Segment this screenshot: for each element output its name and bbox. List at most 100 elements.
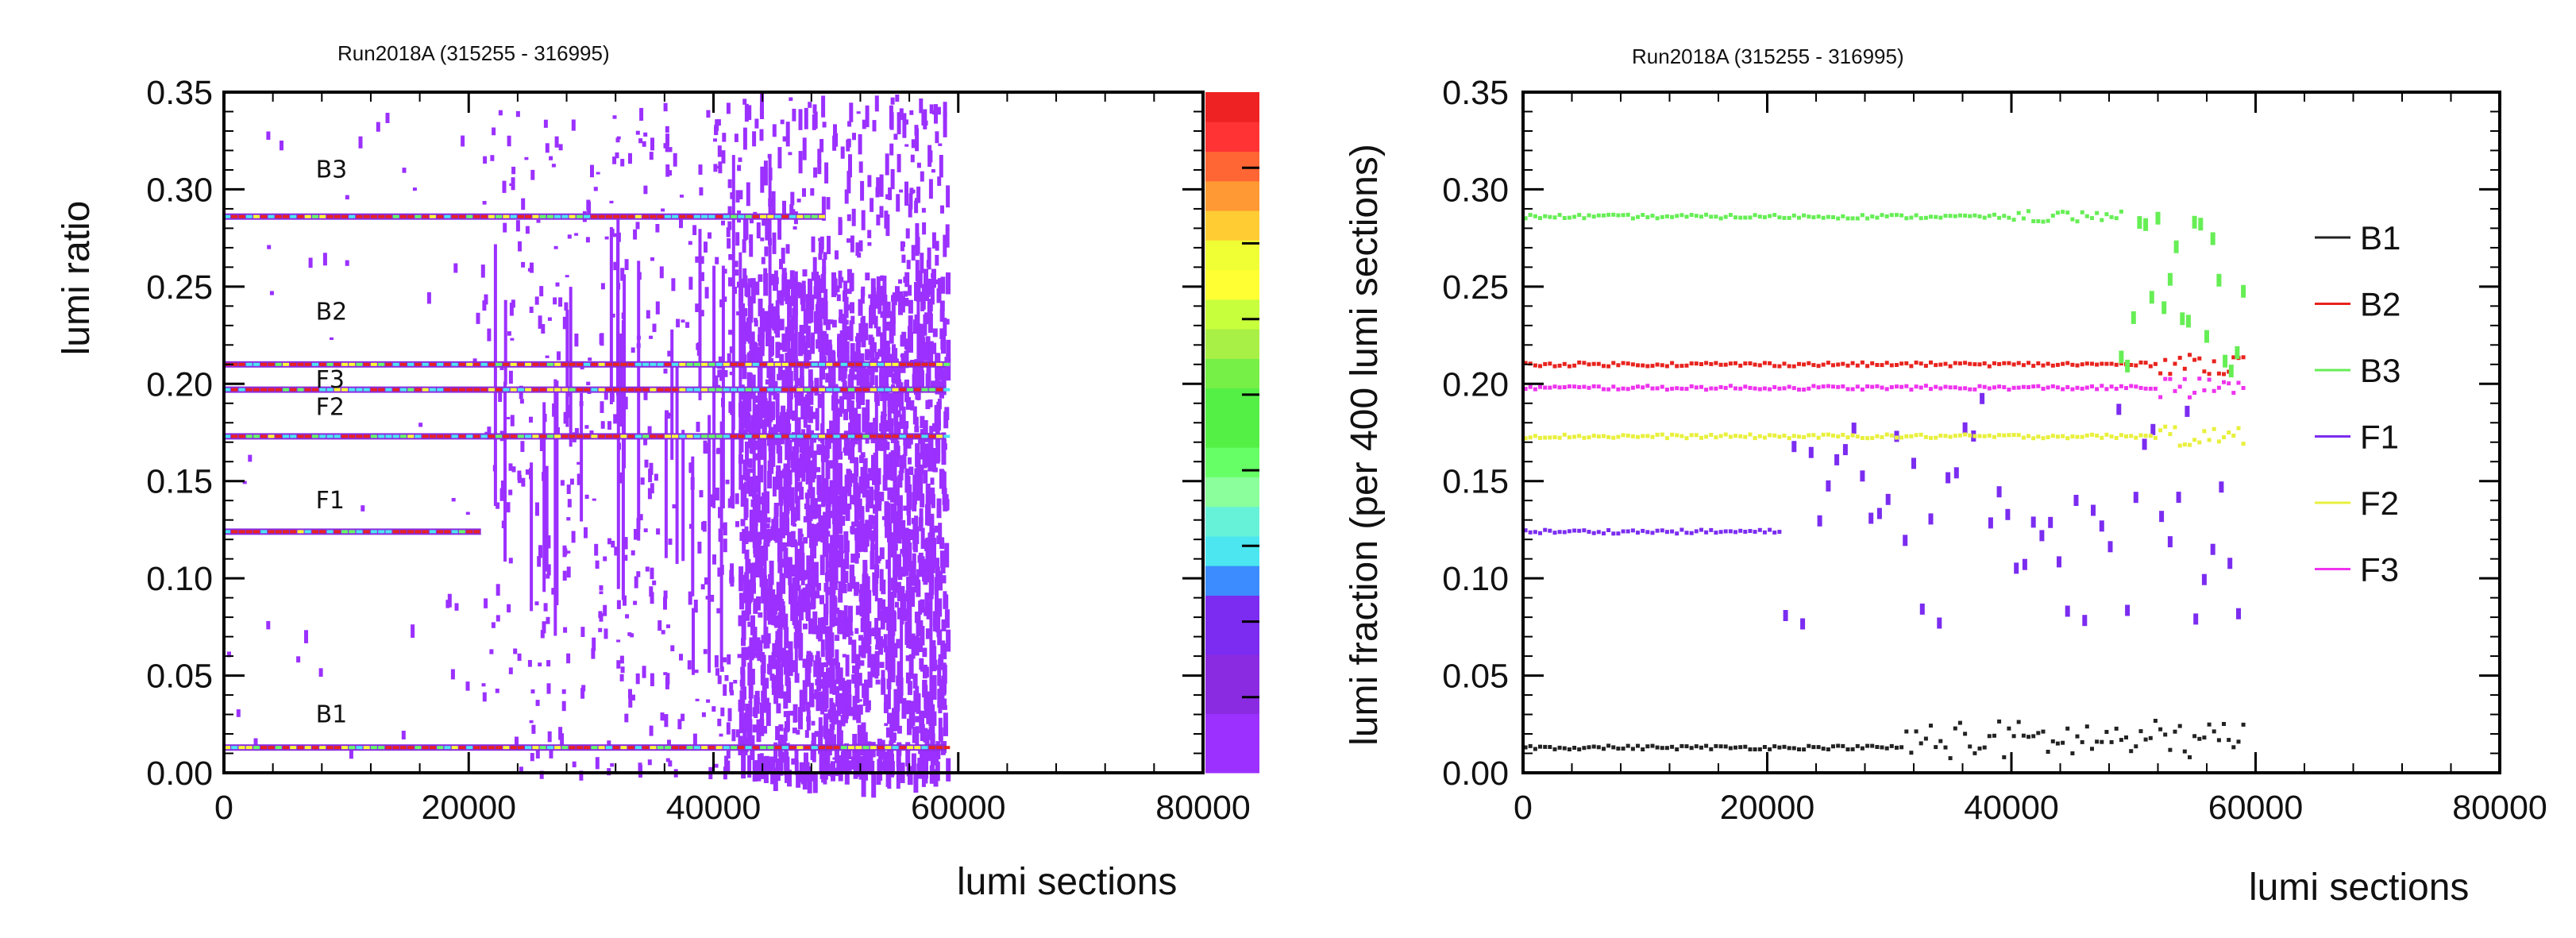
heatmap-cell <box>946 272 951 295</box>
heatmap-cell <box>604 628 608 639</box>
heatmap-cell <box>904 569 909 577</box>
data-point <box>1625 743 1630 748</box>
heatmap-cell <box>546 616 550 624</box>
heatmap-band-cell <box>297 388 304 392</box>
heatmap-band-cell <box>451 746 458 750</box>
heatmap-cell <box>746 731 751 749</box>
series-F1 <box>1523 392 2241 630</box>
data-point <box>1699 745 1703 750</box>
heatmap-cell <box>567 499 572 508</box>
band-label: F2 <box>316 394 345 422</box>
heatmap-cell <box>869 304 874 325</box>
heatmap-cell <box>885 762 891 787</box>
heatmap-band-cell <box>738 388 745 392</box>
heatmap-cell <box>770 401 775 420</box>
heatmap-cell <box>595 757 600 770</box>
heatmap-cell <box>530 169 535 180</box>
heatmap-band-cell <box>437 530 444 534</box>
heatmap-cell <box>941 432 947 454</box>
heatmap-cell <box>906 700 912 715</box>
data-point <box>2036 434 2041 439</box>
data-point <box>2031 384 2036 389</box>
heatmap-cell <box>729 569 734 584</box>
data-point <box>2109 384 2114 389</box>
heatmap-cell <box>894 445 900 457</box>
data-point <box>1899 213 1904 218</box>
heatmap-band-cell <box>245 388 253 392</box>
heatmap-cell <box>804 437 809 451</box>
heatmap-cell <box>788 371 793 392</box>
data-point <box>1552 747 1557 751</box>
data-point <box>1748 432 1753 437</box>
data-point <box>2100 384 2104 388</box>
data-point <box>1836 384 1841 389</box>
heatmap-cell <box>911 518 916 524</box>
heatmap-cell <box>918 620 924 631</box>
heatmap-cell <box>778 724 784 731</box>
heatmap-cell <box>584 527 588 538</box>
heatmap-streak <box>493 244 497 507</box>
heatmap-cell <box>821 95 826 118</box>
legend-label-B2: B2 <box>2360 286 2401 323</box>
colorbar-segment <box>1205 743 1259 774</box>
heatmap-cell <box>887 487 892 500</box>
data-point <box>2241 284 2246 298</box>
heatmap-cell <box>930 477 935 485</box>
data-point <box>1982 745 1987 750</box>
heatmap-band-cell <box>407 434 415 438</box>
heatmap-cell <box>760 166 765 193</box>
heatmap-cell <box>938 654 943 661</box>
heatmap-band-cell <box>892 746 899 750</box>
data-point <box>2188 755 2192 759</box>
heatmap-cell <box>756 719 762 743</box>
heatmap-cell <box>865 272 870 280</box>
heatmap-cell <box>810 346 815 354</box>
data-point <box>2090 216 2094 221</box>
data-point <box>1602 531 1606 536</box>
data-point <box>2143 434 2148 438</box>
heatmap-cell <box>864 322 869 341</box>
heatmap-cell <box>928 286 934 293</box>
heatmap-band-cell <box>657 388 664 392</box>
heatmap-band-cell <box>466 746 473 750</box>
heatmap-cell <box>881 670 885 685</box>
heatmap-cell <box>762 313 768 324</box>
heatmap-cell <box>812 114 816 130</box>
data-point <box>1821 384 1826 389</box>
data-point <box>1816 745 1821 750</box>
heatmap-cell <box>579 770 584 781</box>
heatmap-cell <box>943 362 949 377</box>
data-point <box>1723 214 1728 219</box>
data-point <box>1880 363 1884 368</box>
data-point <box>2222 722 2226 726</box>
heatmap-cell <box>800 589 806 612</box>
heatmap-band-cell <box>392 214 399 218</box>
data-point <box>1945 472 1951 484</box>
heatmap-cell <box>508 370 513 384</box>
data-point <box>2188 442 2192 447</box>
heatmap-band-cell <box>921 362 928 366</box>
data-point <box>2007 433 2011 438</box>
data-point <box>1704 361 1709 365</box>
heatmap-cell <box>668 760 673 767</box>
heatmap-streak <box>731 387 735 509</box>
data-point <box>2222 372 2226 376</box>
heatmap-cell <box>919 558 924 571</box>
data-point <box>2219 481 2224 493</box>
data-point <box>2182 376 2187 381</box>
data-point <box>1943 434 1948 438</box>
heatmap-band-cell <box>268 530 275 534</box>
heatmap-cell <box>887 403 892 430</box>
heatmap-cell <box>836 755 842 775</box>
data-point <box>2150 423 2156 435</box>
heatmap-band-cell <box>488 746 495 750</box>
heatmap-cell <box>895 710 900 731</box>
heatmap-cell <box>945 224 950 230</box>
heatmap-cell <box>805 661 811 686</box>
data-point <box>2129 384 2134 388</box>
heatmap-cell <box>929 513 935 536</box>
heatmap-cell <box>885 420 890 432</box>
heatmap-cell <box>536 219 541 223</box>
heatmap-cell <box>891 372 897 383</box>
data-point <box>1709 361 1714 366</box>
